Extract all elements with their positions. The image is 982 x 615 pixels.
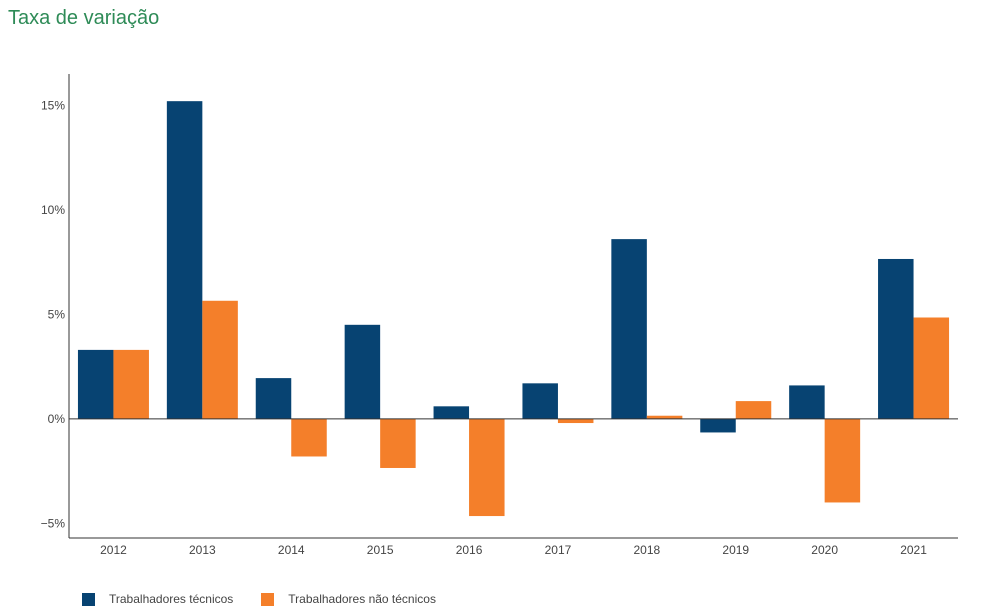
legend-swatch-series-2 <box>261 592 275 606</box>
y-tick-label: 10% <box>41 203 65 217</box>
x-tick-label: 2013 <box>189 543 216 557</box>
axes-layer <box>68 74 958 539</box>
bars-layer <box>77 101 950 517</box>
x-tick-label: 2014 <box>278 543 305 557</box>
legend-item-series-2[interactable]: Trabalhadores não técnicos <box>261 592 436 606</box>
legend-swatch-series-1 <box>82 592 95 606</box>
bar-series-1-2021 <box>878 258 914 419</box>
bar-series-1-2018 <box>611 239 647 419</box>
bar-series-1-2013 <box>166 101 203 419</box>
y-tick-label: 15% <box>41 98 65 112</box>
bar-series-1-2012 <box>77 349 114 419</box>
bar-series-2-2017 <box>557 418 594 424</box>
x-tick-label: 2017 <box>545 543 572 557</box>
x-tick-label: 2021 <box>900 543 927 557</box>
legend-item-series-1[interactable]: Trabalhadores técnicos <box>82 592 233 606</box>
bar-series-1-2016 <box>433 406 470 419</box>
y-tick-label: 5% <box>48 307 66 321</box>
bar-series-2-2016 <box>469 418 505 517</box>
y-tick-label: 0% <box>48 412 66 426</box>
bar-series-1-2019 <box>700 418 736 433</box>
chart-title: Taxa de variação <box>8 7 160 29</box>
bar-series-2-2014 <box>291 418 327 457</box>
bar-series-1-2017 <box>522 383 558 419</box>
bar-series-1-2020 <box>789 385 825 419</box>
bar-series-2-2020 <box>824 418 861 503</box>
x-tick-label: 2015 <box>367 543 394 557</box>
chart-plot: −5% 0% 5% 10% 15% 2012 2013 2014 2015 2016 2017 201… <box>41 74 958 557</box>
y-tick-label: −5% <box>41 516 66 530</box>
x-tick-label: 2016 <box>456 543 483 557</box>
bar-series-2-2019 <box>735 401 772 419</box>
legend-label-series-1: Trabalhadores técnicos <box>109 592 234 606</box>
bar-series-2-2013 <box>202 300 238 419</box>
x-tick-label: 2018 <box>633 543 660 557</box>
x-tick-label: 2020 <box>811 543 838 557</box>
bar-series-2-2015 <box>380 418 416 468</box>
ticks-layer: −5% 0% 5% 10% 15% 2012 2013 2014 2015 2016 2017 201… <box>41 98 928 557</box>
bar-series-2-2012 <box>113 349 149 419</box>
legend-label-series-2: Trabalhadores não técnicos <box>288 592 436 606</box>
legend: Trabalhadores técnicos Trabalhadores não… <box>82 592 464 606</box>
x-tick-label: 2012 <box>100 543 127 557</box>
bar-series-2-2018 <box>646 415 683 419</box>
bar-series-2-2021 <box>913 317 950 419</box>
bar-series-1-2015 <box>344 324 381 419</box>
bar-series-1-2014 <box>255 378 292 419</box>
x-tick-label: 2019 <box>722 543 749 557</box>
